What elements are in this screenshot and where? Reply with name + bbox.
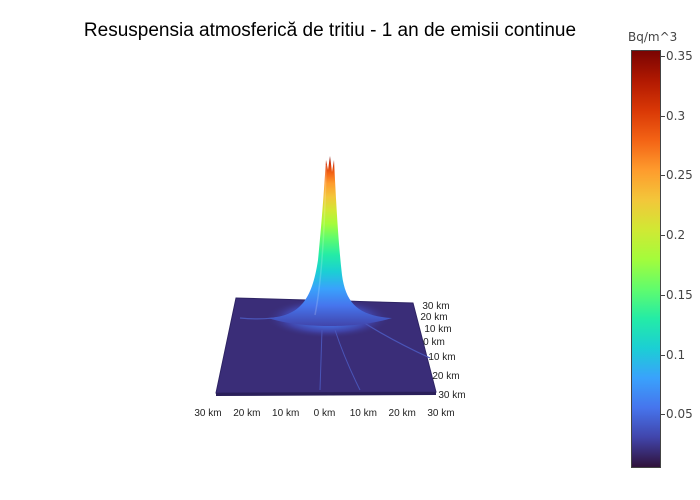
surface-peak-highlight: [314, 164, 327, 316]
x-axis-ticks: 30 km 20 km 10 km 0 km 10 km 20 km 30 km: [194, 408, 454, 419]
x-tick-label: 10 km: [272, 408, 299, 419]
colorbar-tickmark: [661, 294, 665, 296]
colorbar-tick-label: 0.1: [666, 347, 686, 362]
colorbar-tickmark: [661, 414, 665, 416]
colorbar-tickmark: [661, 55, 665, 57]
colorbar-tickmark: [661, 235, 665, 237]
colorbar-tickmark: [661, 175, 665, 177]
x-tick-label: 20 km: [233, 408, 260, 419]
surface-peak: [268, 156, 392, 326]
y-tick-label: 10 km: [428, 352, 455, 363]
colorbar-tick-label: 0.2: [666, 228, 686, 243]
chart-title: Resuspensia atmosferică de tritiu - 1 an…: [83, 20, 577, 41]
y-tick-label: 20 km: [420, 312, 447, 323]
colorbar-tick-label: 0.15: [666, 287, 693, 302]
colorbar-tick-label: 0.35: [666, 48, 693, 63]
colorbar-tick-label: 0.25: [666, 168, 693, 183]
y-tick-label: 30 km: [438, 390, 465, 401]
colorbar-tickmark: [661, 115, 665, 117]
colorbar[interactable]: [631, 50, 661, 468]
x-tick-label: 0 km: [314, 408, 336, 419]
x-tick-label: 20 km: [389, 408, 416, 419]
x-tick-label: 30 km: [427, 408, 454, 419]
x-tick-label: 30 km: [194, 408, 221, 419]
surface-contour-front: [319, 329, 323, 391]
colorbar-tick-label: 0.3: [666, 108, 686, 123]
surface-base-front-edge: [216, 392, 436, 396]
y-tick-label: 10 km: [424, 324, 451, 335]
y-tick-label: 0 km: [423, 337, 445, 348]
y-tick-label: 30 km: [422, 301, 449, 312]
x-tick-label: 10 km: [350, 408, 377, 419]
colorbar-tickmark: [661, 354, 665, 356]
colorbar-tick-label: 0.05: [666, 407, 693, 422]
y-tick-label: 20 km: [432, 371, 459, 382]
colorbar-title: Bq/m^3: [628, 30, 678, 44]
surface-contour-front2: [334, 329, 361, 391]
